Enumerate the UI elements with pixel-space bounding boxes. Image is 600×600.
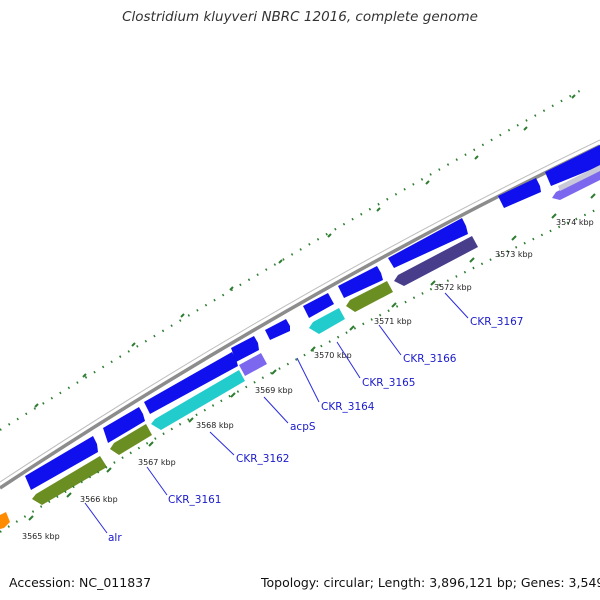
inner-major-ticks <box>28 193 596 521</box>
gene-feature[interactable] <box>545 145 600 186</box>
gene-label-ckr-3167[interactable]: CKR_3167 <box>470 316 523 328</box>
gene-feature[interactable] <box>144 352 238 414</box>
kbp-labels: 3565 kbp 3566 kbp 3567 kbp 3568 kbp 3569… <box>22 218 594 541</box>
gene-feature[interactable] <box>25 436 98 490</box>
kbp-label: 3573 kbp <box>495 250 533 259</box>
gene-feature[interactable] <box>558 165 600 191</box>
accession-text: Accession: NC_011837 <box>9 575 152 590</box>
genome-backbone-inner <box>0 139 600 483</box>
kbp-label: 3570 kbp <box>314 351 352 360</box>
genome-backbone <box>0 144 600 490</box>
gene-label-ckr-3166[interactable]: CKR_3166 <box>403 353 457 365</box>
gene-label-ckr-3164[interactable]: CKR_3164 <box>321 401 375 413</box>
gene-feature[interactable] <box>32 456 107 505</box>
genome-summary-text: Topology: circular; Length: 3,896,121 bp… <box>261 575 600 590</box>
gene-feature[interactable] <box>338 266 383 298</box>
gene-label-acps[interactable]: acpS <box>290 421 316 433</box>
outer-dotted-ring <box>0 87 586 431</box>
gene-feature[interactable] <box>231 336 259 362</box>
kbp-label: 3574 kbp <box>556 218 594 227</box>
gene-label-ckr-3165[interactable]: CKR_3165 <box>362 377 415 389</box>
gene-feature[interactable] <box>265 319 290 340</box>
gene-feature[interactable] <box>394 236 478 286</box>
forward-strand-features <box>25 145 600 490</box>
gene-label-alr[interactable]: alr <box>108 532 122 544</box>
kbp-label: 3571 kbp <box>374 317 412 326</box>
gene-feature[interactable] <box>388 218 468 268</box>
gene-label-leaders <box>84 292 469 534</box>
kbp-label: 3569 kbp <box>255 386 293 395</box>
kbp-label: 3567 kbp <box>138 458 176 467</box>
gene-feature[interactable] <box>309 308 345 334</box>
reverse-strand-features <box>0 165 600 529</box>
kbp-label: 3566 kbp <box>80 495 118 504</box>
gene-feature[interactable] <box>303 293 334 318</box>
gene-feature[interactable] <box>110 424 152 455</box>
map-title: Clostridium kluyveri NBRC 12016, complet… <box>122 9 478 25</box>
gene-label-ckr-3161[interactable]: CKR_3161 <box>168 494 221 506</box>
outer-major-ticks <box>34 94 576 408</box>
kbp-label: 3565 kbp <box>22 532 60 541</box>
gene-feature[interactable] <box>552 170 600 200</box>
kbp-label: 3572 kbp <box>434 283 472 292</box>
gene-labels: alr CKR_3161 CKR_3162 acpS CKR_3164 CKR_… <box>108 316 523 544</box>
gene-feature[interactable] <box>239 353 267 376</box>
gene-feature[interactable] <box>0 512 10 529</box>
kbp-label: 3568 kbp <box>196 421 234 430</box>
gene-feature[interactable] <box>103 407 145 443</box>
gene-feature[interactable] <box>151 370 245 430</box>
gene-feature[interactable] <box>498 178 541 208</box>
gene-label-ckr-3162[interactable]: CKR_3162 <box>236 453 289 465</box>
gene-feature[interactable] <box>346 281 393 312</box>
